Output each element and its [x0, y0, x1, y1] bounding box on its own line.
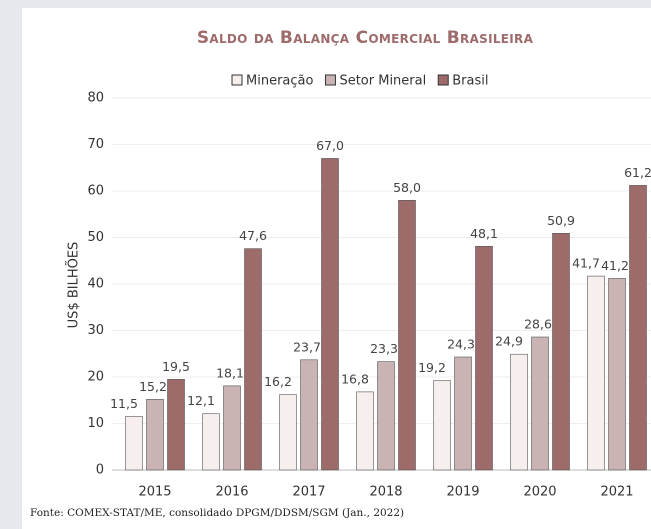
bar: [552, 233, 570, 471]
value-label: 24,3: [447, 337, 475, 352]
value-label: 61,2: [624, 165, 651, 180]
bar: [223, 385, 241, 471]
bar: [300, 359, 318, 471]
bar: [125, 416, 143, 471]
bar: [146, 399, 164, 471]
bar: [244, 248, 262, 471]
bar: [454, 356, 472, 471]
value-label: 23,7: [293, 339, 321, 354]
bar: [398, 200, 416, 471]
y-tick-label: 10: [87, 416, 104, 431]
value-label: 24,9: [495, 334, 523, 349]
x-tick-label: 2016: [215, 485, 248, 500]
value-label: 11,5: [110, 396, 138, 411]
bar: [531, 336, 549, 471]
y-tick-label: 70: [87, 137, 104, 152]
chart-title: Saldo da Balança Comercial Brasileira: [197, 28, 534, 48]
y-tick-label: 30: [87, 323, 104, 338]
value-label: 18,1: [216, 365, 244, 380]
value-label: 41,2: [601, 258, 629, 273]
y-tick-label: 60: [87, 184, 104, 199]
bar: [356, 391, 374, 471]
value-label: 16,8: [341, 371, 369, 386]
legend-swatch: [324, 74, 336, 86]
bar: [167, 379, 185, 471]
value-label: 48,1: [470, 226, 498, 241]
y-tick-label: 0: [96, 463, 104, 478]
y-tick-label: 20: [87, 370, 104, 385]
bar: [629, 185, 647, 471]
y-tick-label: 80: [87, 91, 104, 106]
value-label: 19,5: [162, 359, 190, 374]
value-label: 50,9: [547, 213, 575, 228]
value-label: 58,0: [393, 180, 421, 195]
bar: [475, 246, 493, 471]
legend-label: Brasil: [452, 74, 488, 89]
bar: [321, 158, 339, 471]
y-axis-title: US$ BILHÕES: [66, 242, 82, 329]
value-label: 16,2: [264, 374, 292, 389]
value-label: 41,7: [572, 256, 600, 271]
source: Fonte: COMEX-STAT/ME, consolidado DPGM/D…: [30, 507, 404, 519]
y-tick-label: 40: [87, 277, 104, 292]
x-tick-label: 2018: [369, 485, 402, 500]
value-label: 15,2: [139, 379, 167, 394]
bar: [433, 380, 451, 471]
legend-swatch: [437, 74, 449, 86]
legend-label: Setor Mineral: [339, 74, 426, 89]
bar: [377, 361, 395, 471]
x-tick-label: 2019: [446, 485, 479, 500]
bar: [608, 278, 626, 471]
value-label: 47,6: [239, 228, 267, 243]
bar: [587, 275, 605, 471]
bar: [510, 353, 528, 471]
bar: [279, 394, 297, 471]
y-tick-label: 50: [87, 230, 104, 245]
x-tick-label: 2017: [292, 485, 325, 500]
x-tick-label: 2015: [138, 485, 171, 500]
value-label: 12,1: [187, 393, 215, 408]
value-label: 67,0: [316, 138, 344, 153]
x-tick-label: 2020: [523, 485, 556, 500]
bar: [202, 413, 220, 471]
x-tick-label: 2021: [600, 485, 633, 500]
legend-label: Mineração: [246, 74, 313, 89]
legend-swatch: [231, 74, 243, 86]
value-label: 19,2: [418, 360, 446, 375]
value-label: 23,3: [370, 341, 398, 356]
value-label: 28,6: [524, 317, 552, 332]
